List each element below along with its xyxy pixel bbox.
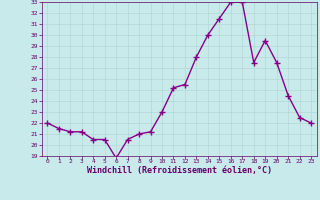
X-axis label: Windchill (Refroidissement éolien,°C): Windchill (Refroidissement éolien,°C): [87, 166, 272, 175]
